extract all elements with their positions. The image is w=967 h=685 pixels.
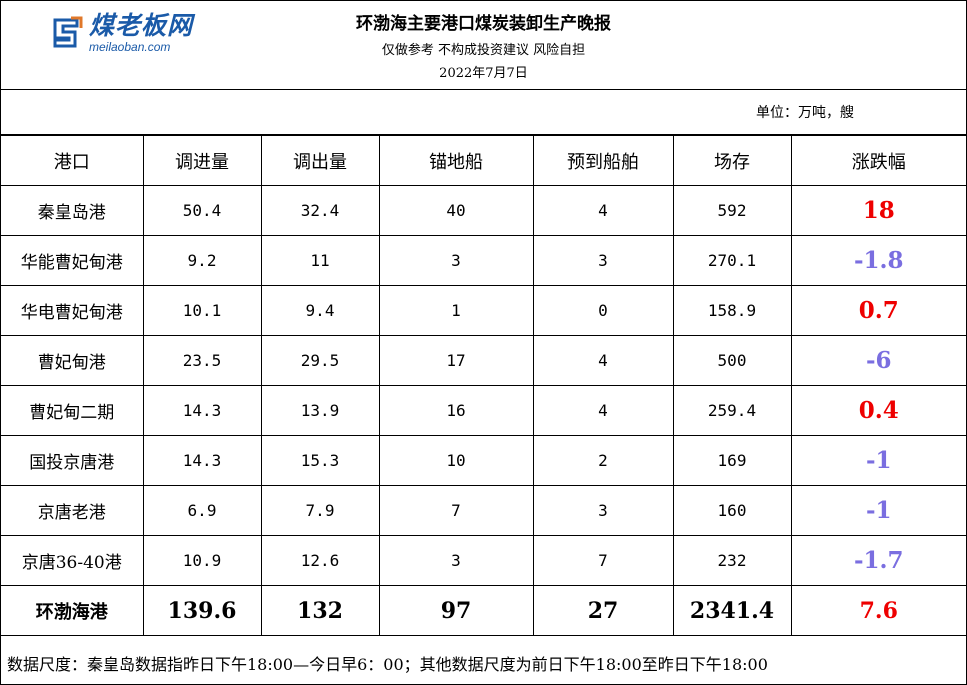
table-row: 华能曹妃甸港 9.2 11 3 3 270.1 -1.8 [1, 235, 966, 286]
expected-ships-value: 3 [532, 235, 674, 286]
stock-value: 2341.4 [672, 585, 792, 636]
stock-value: 158.9 [672, 285, 792, 336]
report-date: 2022年7月7日 [439, 66, 528, 81]
change-value: -1 [790, 485, 966, 536]
column-header: 调出量 [260, 135, 380, 186]
table-row: 秦皇岛港 50.4 32.4 40 4 592 18 [1, 185, 966, 236]
port-name: 国投京唐港 [1, 435, 144, 486]
port-name: 华能曹妃甸港 [1, 235, 144, 286]
table-row: 国投京唐港 14.3 15.3 10 2 169 -1 [1, 435, 966, 486]
inbound-value: 9.2 [142, 235, 262, 286]
expected-ships-value: 7 [532, 535, 674, 586]
stock-value: 592 [672, 185, 792, 236]
total-row: 环渤海港 139.6 132 97 27 2341.4 7.6 [1, 585, 966, 636]
inbound-value: 14.3 [142, 385, 262, 436]
anchorage-value: 16 [378, 385, 534, 436]
anchorage-value: 40 [378, 185, 534, 236]
logo-text: 煤老板网 [89, 11, 194, 40]
outbound-value: 7.9 [260, 485, 380, 536]
change-value: -1.8 [790, 235, 966, 286]
expected-ships-value: 3 [532, 485, 674, 536]
logo-icon [53, 16, 83, 48]
inbound-value: 23.5 [142, 335, 262, 386]
logo[interactable]: 煤老板网 meilaoban.com [51, 13, 231, 53]
outbound-value: 13.9 [260, 385, 380, 436]
change-value: -1 [790, 435, 966, 486]
expected-ships-value: 0 [532, 285, 674, 336]
table-row: 曹妃甸港 23.5 29.5 17 4 500 -6 [1, 335, 966, 386]
expected-ships-value: 27 [532, 585, 674, 636]
port-name: 曹妃甸二期 [1, 385, 144, 436]
report-title: 环渤海主要港口煤炭装卸生产晚报 [356, 14, 611, 34]
expected-ships-value: 2 [532, 435, 674, 486]
expected-ships-value: 4 [532, 185, 674, 236]
column-header: 调进量 [142, 135, 262, 186]
change-value: -1.7 [790, 535, 966, 586]
anchorage-value: 7 [378, 485, 534, 536]
inbound-value: 14.3 [142, 435, 262, 486]
change-value: 7.6 [790, 585, 966, 636]
expected-ships-value: 4 [532, 335, 674, 386]
report-header: 煤老板网 meilaoban.com 环渤海主要港口煤炭装卸生产晚报 仅做参考 … [1, 1, 966, 90]
inbound-value: 10.9 [142, 535, 262, 586]
port-name: 秦皇岛港 [1, 185, 144, 236]
port-name: 曹妃甸港 [1, 335, 144, 386]
stock-value: 232 [672, 535, 792, 586]
inbound-value: 6.9 [142, 485, 262, 536]
stock-value: 500 [672, 335, 792, 386]
outbound-value: 132 [260, 585, 380, 636]
inbound-value: 139.6 [142, 585, 262, 636]
inbound-value: 50.4 [142, 185, 262, 236]
stock-value: 270.1 [672, 235, 792, 286]
column-header: 预到船舶 [532, 135, 674, 186]
column-header: 港口 [1, 135, 144, 186]
table-row: 曹妃甸二期 14.3 13.9 16 4 259.4 0.4 [1, 385, 966, 436]
change-value: 0.4 [790, 385, 966, 436]
port-name: 京唐老港 [1, 485, 144, 536]
change-value: -6 [790, 335, 966, 386]
table-header-row: 港口 调进量 调出量 锚地船 预到船舶 场存 涨跌幅 [1, 135, 966, 186]
column-header: 涨跌幅 [790, 135, 966, 186]
table-row: 京唐老港 6.9 7.9 7 3 160 -1 [1, 485, 966, 536]
anchorage-value: 97 [378, 585, 534, 636]
anchorage-value: 3 [378, 235, 534, 286]
anchorage-value: 1 [378, 285, 534, 336]
outbound-value: 29.5 [260, 335, 380, 386]
logo-url: meilaoban.com [89, 40, 171, 54]
port-name: 环渤海港 [1, 585, 144, 636]
disclaimer: 仅做参考 不构成投资建议 风险自担 [381, 43, 586, 58]
table-row: 京唐36-40港 10.9 12.6 3 7 232 -1.7 [1, 535, 966, 586]
column-header: 场存 [672, 135, 792, 186]
data-scope-note: 数据尺度：秦皇岛数据指昨日下午18:00—今日早6：00；其他数据尺度为前日下午… [7, 655, 768, 674]
outbound-value: 12.6 [260, 535, 380, 586]
stock-value: 160 [672, 485, 792, 536]
outbound-value: 9.4 [260, 285, 380, 336]
port-name: 华电曹妃甸港 [1, 285, 144, 336]
anchorage-value: 3 [378, 535, 534, 586]
change-value: 0.7 [790, 285, 966, 336]
inbound-value: 10.1 [142, 285, 262, 336]
stock-value: 169 [672, 435, 792, 486]
unit-row: 单位：万吨，艘 [1, 90, 966, 135]
outbound-value: 15.3 [260, 435, 380, 486]
anchorage-value: 17 [378, 335, 534, 386]
port-name: 京唐36-40港 [1, 535, 144, 586]
stock-value: 259.4 [672, 385, 792, 436]
anchorage-value: 10 [378, 435, 534, 486]
expected-ships-value: 4 [532, 385, 674, 436]
outbound-value: 11 [260, 235, 380, 286]
unit-label: 单位：万吨，艘 [756, 105, 854, 121]
table-row: 华电曹妃甸港 10.1 9.4 1 0 158.9 0.7 [1, 285, 966, 336]
change-value: 18 [790, 185, 966, 236]
outbound-value: 32.4 [260, 185, 380, 236]
port-table: 港口 调进量 调出量 锚地船 预到船舶 场存 涨跌幅 秦皇岛港 50.4 32.4 4… [1, 135, 966, 636]
column-header: 锚地船 [378, 135, 534, 186]
